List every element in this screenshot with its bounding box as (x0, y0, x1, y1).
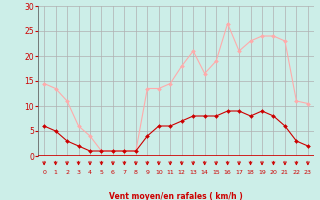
X-axis label: Vent moyen/en rafales ( km/h ): Vent moyen/en rafales ( km/h ) (109, 192, 243, 200)
